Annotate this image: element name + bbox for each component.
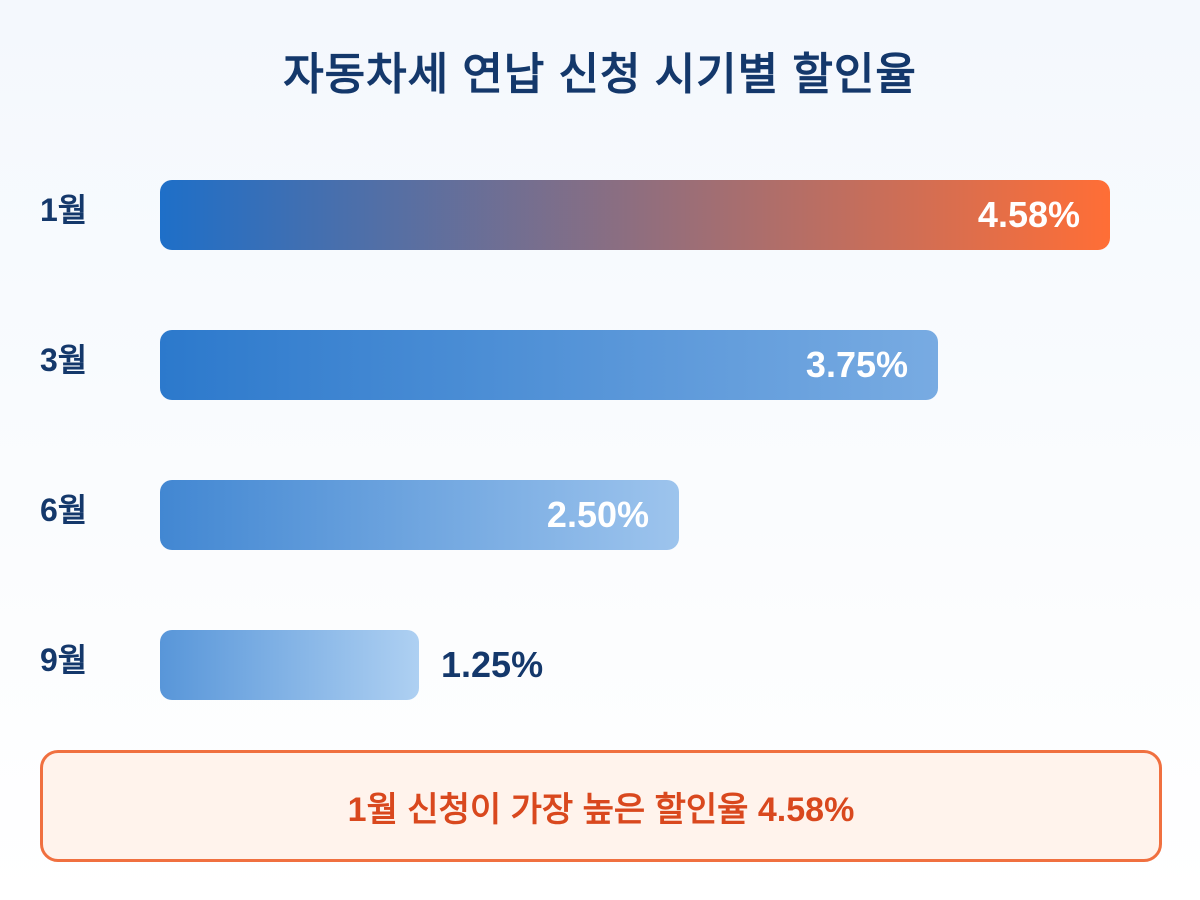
callout-text: 1월 신청이 가장 높은 할인율 4.58% xyxy=(347,790,855,829)
value-label: 4.58% xyxy=(977,194,1080,235)
highlight-callout: 1월 신청이 가장 높은 할인율 4.58% xyxy=(40,750,1162,862)
bar-chart: 1월 4.58% 3월 3.75% 6월 2.50% 9월 1.25% xyxy=(40,180,1110,700)
bar xyxy=(160,180,1110,250)
bar xyxy=(160,630,419,700)
category-label: 3월 xyxy=(40,342,88,378)
category-label: 1월 xyxy=(40,192,88,228)
chart-title: 자동차세 연납 신청 시기별 할인율 xyxy=(283,50,917,99)
value-label: 2.50% xyxy=(546,494,649,535)
value-label: 1.25% xyxy=(441,644,544,685)
bar xyxy=(160,480,679,550)
bar xyxy=(160,330,938,400)
category-label: 9월 xyxy=(40,642,88,678)
category-label: 6월 xyxy=(40,492,88,528)
value-label: 3.75% xyxy=(805,344,908,385)
